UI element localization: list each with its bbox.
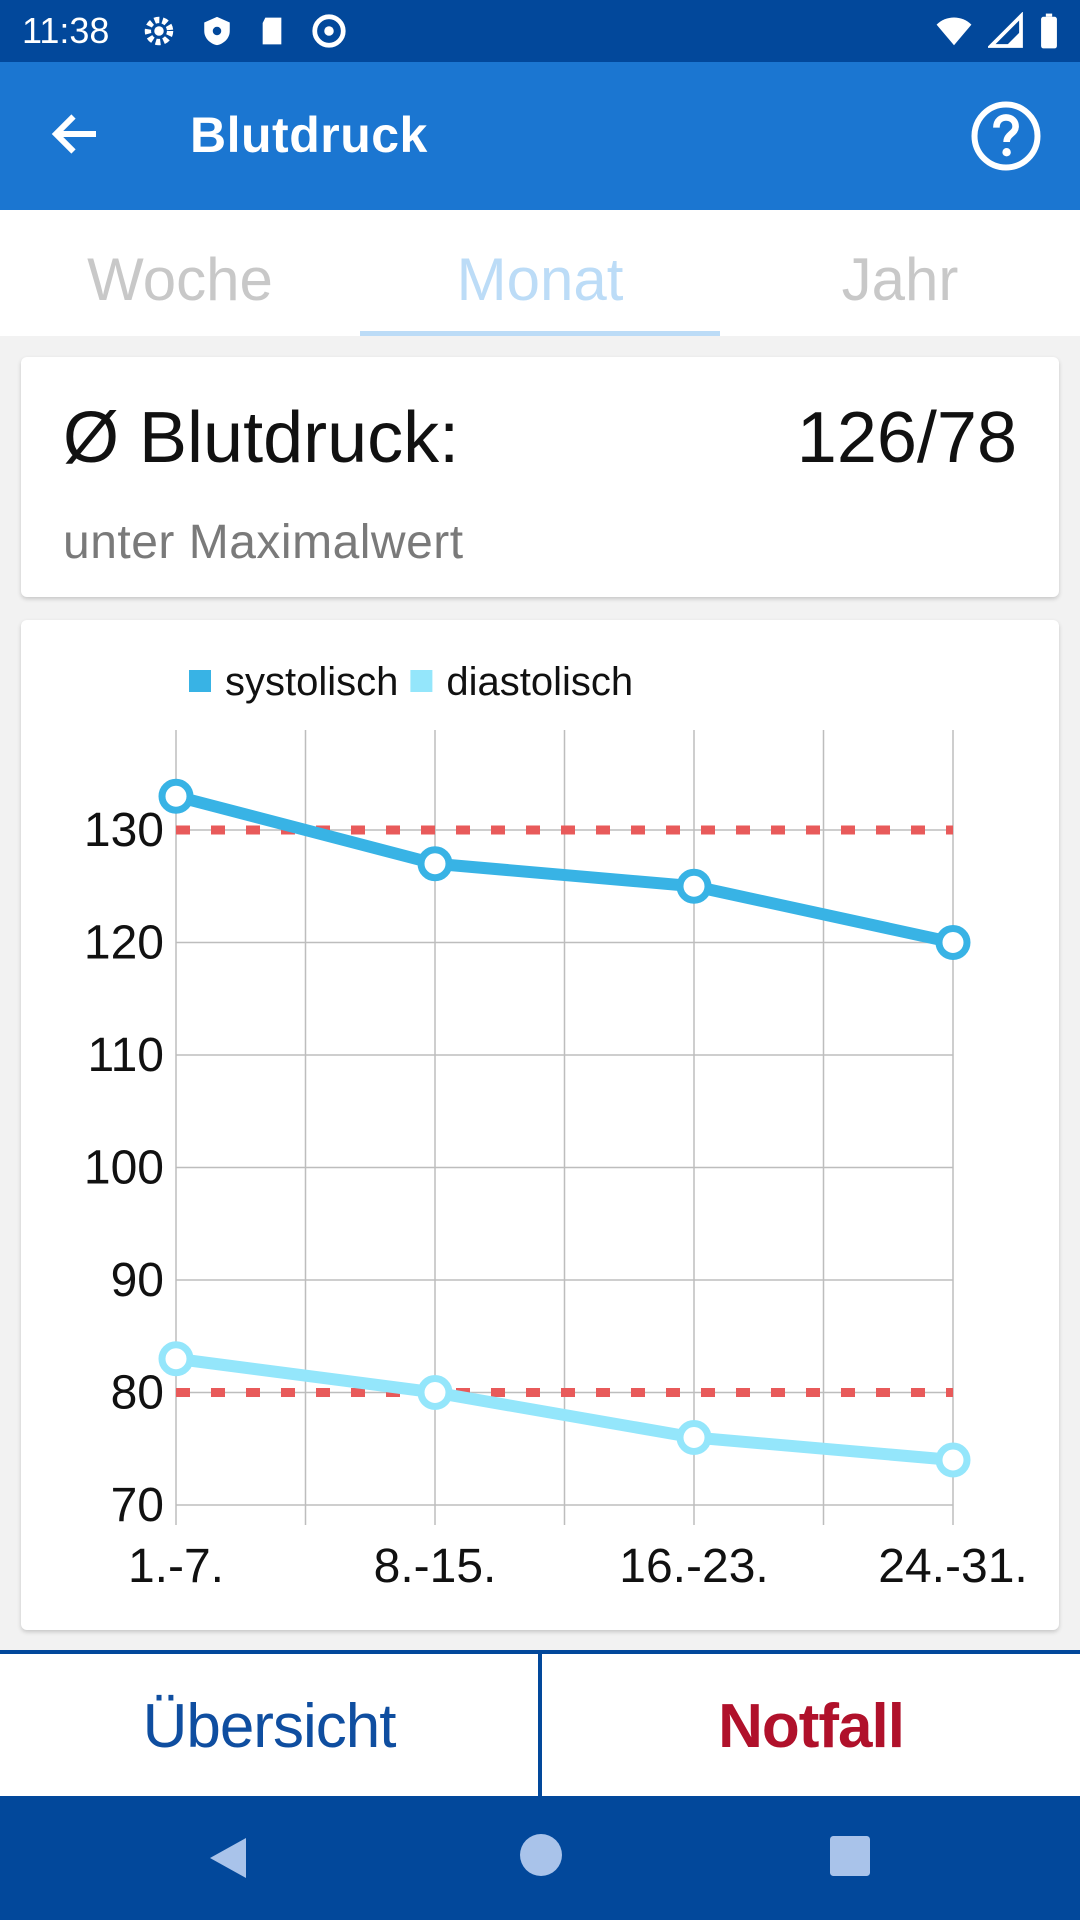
sd-card-icon — [262, 17, 282, 45]
signal-icon — [988, 12, 1023, 48]
status-time: 11:38 — [22, 10, 110, 51]
settings-icon — [144, 16, 174, 46]
average-value: 126/78 — [796, 398, 1017, 478]
nav-home-icon[interactable] — [520, 1834, 562, 1876]
legend-label-systolisch: systolisch — [225, 660, 398, 704]
page-title: Blutdruck — [190, 107, 428, 163]
system-nav-bar — [0, 1796, 1080, 1920]
back-arrow-icon[interactable] — [46, 104, 106, 164]
status-bar: 11:38 — [0, 0, 1080, 62]
nav-back-icon[interactable] — [206, 1834, 250, 1882]
y-tick-label: 130 — [84, 804, 164, 857]
y-tick-label: 80 — [111, 1367, 164, 1420]
help-icon[interactable] — [970, 100, 1042, 172]
data-point-diastolisch — [935, 1442, 971, 1478]
emergency-button[interactable]: Notfall — [718, 1692, 905, 1761]
data-point-systolisch — [676, 868, 712, 904]
tab-month[interactable]: Monat — [360, 210, 720, 336]
chart-card: 70 80 90 100 110 120 130 1.-7. 8.-15. 16.-23. 24.-… — [21, 620, 1059, 1630]
blood-pressure-chart: 70 80 90 100 110 120 130 1.-7. 8.-15. 16.-23. 24.-… — [84, 660, 1028, 1593]
bottom-button-bar: Übersicht Notfall — [0, 1650, 1080, 1800]
sync-icon — [312, 14, 346, 48]
status-system-icons — [934, 12, 1060, 50]
y-tick-label: 70 — [111, 1479, 164, 1532]
legend-swatch-diastolisch — [410, 670, 433, 692]
tab-year[interactable]: Jahr — [841, 246, 959, 313]
average-label: Ø Blutdruck: — [63, 398, 460, 478]
data-point-diastolisch — [417, 1375, 453, 1410]
app-bar: Blutdruck — [0, 62, 1080, 210]
average-status: unter Maximalwert — [63, 516, 464, 569]
legend-swatch-systolisch — [189, 670, 211, 692]
x-tick-label: 16.-23. — [619, 1540, 768, 1593]
series-line-diastolisch — [175, 1352, 954, 1466]
nav-recents-icon[interactable] — [830, 1836, 870, 1876]
data-point-diastolisch — [676, 1420, 712, 1455]
wifi-icon — [936, 17, 972, 46]
period-tabs: Woche Monat Jahr — [0, 210, 1080, 336]
shield-icon — [204, 16, 230, 46]
data-point-systolisch — [158, 778, 194, 814]
data-point-systolisch — [417, 846, 453, 882]
summary-card: Ø Blutdruck: 126/78 unter Maximalwert — [21, 357, 1059, 597]
y-tick-label: 120 — [84, 917, 164, 970]
status-notification-icons — [140, 12, 348, 50]
overview-button[interactable]: Übersicht — [0, 1654, 542, 1800]
x-tick-label: 8.-15. — [374, 1540, 497, 1593]
y-tick-label: 110 — [87, 1029, 164, 1082]
data-point-diastolisch — [158, 1341, 194, 1377]
tab-week[interactable]: Woche — [87, 246, 273, 313]
battery-icon — [1041, 13, 1057, 49]
y-tick-label: 100 — [84, 1142, 164, 1195]
x-tick-label: 24.-31. — [878, 1540, 1027, 1593]
x-tick-label: 1.-7. — [128, 1540, 224, 1593]
data-point-systolisch — [935, 925, 971, 960]
y-tick-label: 90 — [111, 1254, 164, 1307]
legend-label-diastolisch: diastolisch — [446, 660, 633, 704]
series-line-systolisch — [174, 790, 955, 949]
